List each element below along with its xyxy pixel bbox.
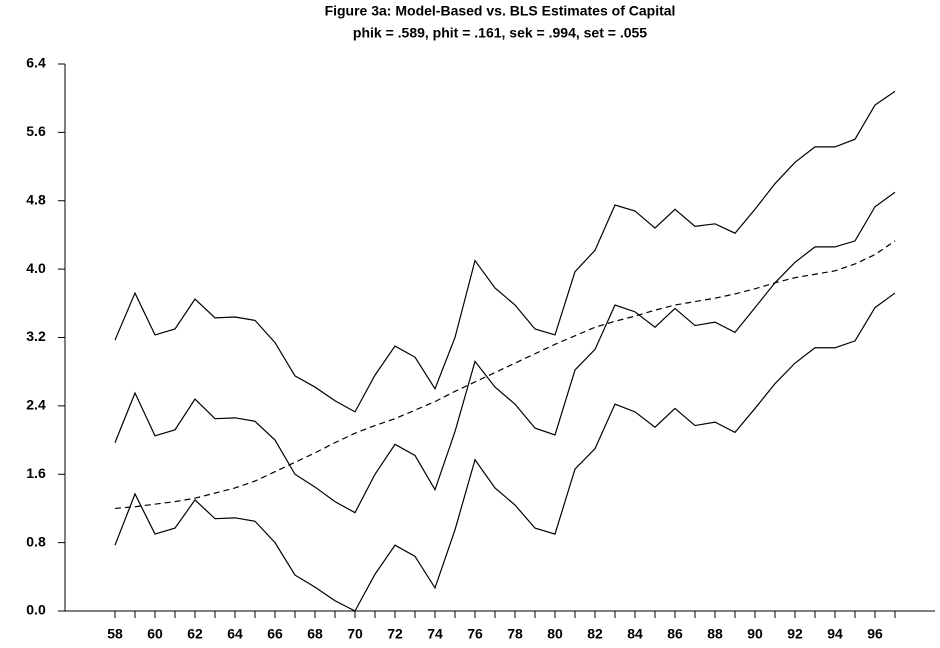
series-line xyxy=(114,292,896,612)
y-tick-label: 5.6 xyxy=(26,123,46,139)
x-tick-label: 90 xyxy=(747,626,763,642)
y-tick-label: 1.6 xyxy=(26,465,46,481)
y-tick-label: 0.0 xyxy=(26,602,46,618)
chart-title: Figure 3a: Model-Based vs. BLS Estimates… xyxy=(325,3,676,19)
x-tick-label: 60 xyxy=(147,626,163,642)
x-tick-label: 64 xyxy=(227,626,243,642)
series-line xyxy=(114,90,896,413)
y-tick-label: 0.8 xyxy=(26,533,46,549)
x-tick-label: 62 xyxy=(187,626,203,642)
x-tick-label: 76 xyxy=(467,626,483,642)
series-line xyxy=(114,240,896,510)
x-tick-label: 86 xyxy=(667,626,683,642)
y-tick-label: 3.2 xyxy=(26,328,46,344)
x-tick-label: 84 xyxy=(627,626,643,642)
x-tick-label: 70 xyxy=(347,626,363,642)
x-tick-label: 78 xyxy=(507,626,523,642)
x-tick-label: 82 xyxy=(587,626,603,642)
y-tick-label: 2.4 xyxy=(26,397,46,413)
x-tick-label: 92 xyxy=(787,626,803,642)
y-tick-label: 4.8 xyxy=(26,191,46,207)
x-tick-label: 66 xyxy=(267,626,283,642)
series-line xyxy=(114,191,896,514)
x-tick-label: 88 xyxy=(707,626,723,642)
x-tick-label: 94 xyxy=(827,626,843,642)
x-tick-label: 58 xyxy=(107,626,123,642)
x-tick-label: 96 xyxy=(867,626,883,642)
x-tick-label: 72 xyxy=(387,626,403,642)
x-tick-label: 80 xyxy=(547,626,563,642)
x-tick-label: 68 xyxy=(307,626,323,642)
y-tick-label: 4.0 xyxy=(26,260,46,276)
x-tick-label: 74 xyxy=(427,626,443,642)
y-tick-label: 6.4 xyxy=(26,55,46,71)
chart-subtitle: phik = .589, phit = .161, sek = .994, se… xyxy=(353,25,647,41)
